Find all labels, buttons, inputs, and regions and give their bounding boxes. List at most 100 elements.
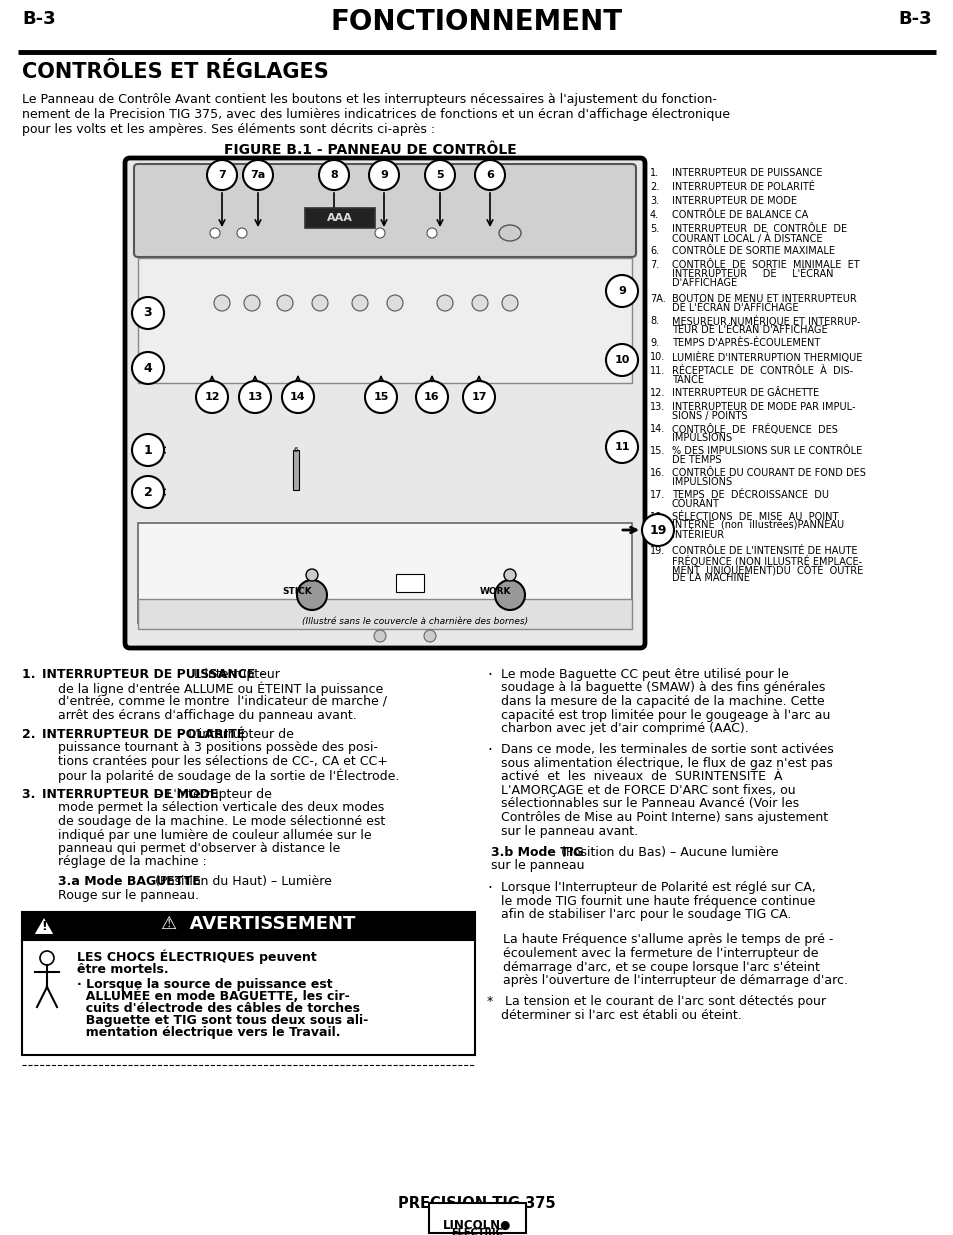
Text: indiqué par une lumière de couleur allumée sur le: indiqué par une lumière de couleur allum… <box>58 829 372 841</box>
Text: FONCTIONNEMENT: FONCTIONNEMENT <box>331 7 622 36</box>
Text: panneau qui permet d'observer à distance le: panneau qui permet d'observer à distance… <box>58 842 340 855</box>
Circle shape <box>605 275 638 308</box>
Text: 3.b Mode TIG: 3.b Mode TIG <box>491 846 583 860</box>
Text: 19: 19 <box>649 524 666 536</box>
Circle shape <box>195 382 228 412</box>
Text: INTÉRIEUR: INTÉRIEUR <box>671 530 723 540</box>
Circle shape <box>352 295 368 311</box>
Text: Le mode Baguette CC peut être utilisé pour le: Le mode Baguette CC peut être utilisé po… <box>500 668 788 680</box>
Text: puissance tournant à 3 positions possède des posi-: puissance tournant à 3 positions possède… <box>58 741 377 755</box>
Text: ⚠  AVERTISSEMENT: ⚠ AVERTISSEMENT <box>161 915 355 932</box>
Text: Dans ce mode, les terminales de sortie sont activées: Dans ce mode, les terminales de sortie s… <box>500 743 833 757</box>
Text: COURANT: COURANT <box>671 499 720 509</box>
Text: CONTRÔLE DE BALANCE CA: CONTRÔLE DE BALANCE CA <box>671 210 807 220</box>
Circle shape <box>495 580 524 610</box>
Text: INTERNE  (non  illustrées)PANNEAU: INTERNE (non illustrées)PANNEAU <box>671 521 843 531</box>
Text: La haute Fréquence s'allume après le temps de pré -: La haute Fréquence s'allume après le tem… <box>502 934 833 946</box>
Text: 11.: 11. <box>649 366 664 375</box>
Polygon shape <box>33 916 55 935</box>
Bar <box>138 522 631 622</box>
FancyBboxPatch shape <box>133 164 636 257</box>
Circle shape <box>462 382 495 412</box>
Text: 5.: 5. <box>649 224 659 233</box>
Circle shape <box>244 295 260 311</box>
Text: 6.: 6. <box>649 246 659 256</box>
Text: INTERRUPTEUR DE GÂCHETTE: INTERRUPTEUR DE GÂCHETTE <box>671 388 819 398</box>
Text: 5: 5 <box>436 170 443 180</box>
Text: pour les volts et les ampères. Ses éléments sont décrits ci-après :: pour les volts et les ampères. Ses éléme… <box>22 124 435 136</box>
Text: 14.: 14. <box>649 424 664 433</box>
Circle shape <box>210 228 220 238</box>
Text: La tension et le courant de l'arc sont détectés pour: La tension et le courant de l'arc sont d… <box>500 995 825 1009</box>
Text: CONTRÔLE  DE  FRÉQUENCE  DES: CONTRÔLE DE FRÉQUENCE DES <box>671 424 837 435</box>
Text: 17: 17 <box>471 391 486 403</box>
Circle shape <box>501 295 517 311</box>
Text: 10.: 10. <box>649 352 664 362</box>
Text: INTERRUPTEUR  DE  CONTRÔLE  DE: INTERRUPTEUR DE CONTRÔLE DE <box>671 224 846 233</box>
Text: cuits d'électrode des câbles de torches: cuits d'électrode des câbles de torches <box>77 1002 359 1015</box>
Text: de la ligne d'entrée ALLUME ou ÉTEINT la puissance: de la ligne d'entrée ALLUME ou ÉTEINT la… <box>58 682 383 697</box>
Text: tions crantées pour les sélections de CC-, CA et CC+: tions crantées pour les sélections de CC… <box>58 755 388 768</box>
Text: PRECISION TIG 375: PRECISION TIG 375 <box>397 1195 556 1212</box>
Text: 9.: 9. <box>649 338 659 348</box>
Text: arrêt des écrans d'affichage du panneau avant.: arrêt des écrans d'affichage du panneau … <box>58 709 356 721</box>
Circle shape <box>296 580 327 610</box>
Text: 3.: 3. <box>22 788 40 802</box>
FancyBboxPatch shape <box>429 1203 525 1233</box>
Circle shape <box>374 630 386 642</box>
Text: 18.: 18. <box>649 513 664 522</box>
Circle shape <box>424 161 455 190</box>
Text: L'AMORÇAGE et de FORCE D'ARC sont fixes, ou: L'AMORÇAGE et de FORCE D'ARC sont fixes,… <box>500 784 795 797</box>
Text: 9: 9 <box>379 170 388 180</box>
Text: 7: 7 <box>218 170 226 180</box>
Text: 15.: 15. <box>649 446 664 456</box>
Text: 12.: 12. <box>649 388 664 398</box>
Text: TEMPS  DE  DÉCROISSANCE  DU: TEMPS DE DÉCROISSANCE DU <box>671 490 828 500</box>
Text: CONTRÔLE DE L'INTENSITÉ DE HAUTE: CONTRÔLE DE L'INTENSITÉ DE HAUTE <box>671 546 857 556</box>
Text: INTERRUPTEUR DE PUISSANCE: INTERRUPTEUR DE PUISSANCE <box>671 168 821 178</box>
Circle shape <box>318 161 349 190</box>
Text: DE TEMPS: DE TEMPS <box>671 454 720 466</box>
Circle shape <box>503 569 516 580</box>
Text: 2.: 2. <box>649 182 659 191</box>
Bar <box>22 911 475 940</box>
Text: % DES IMPULSIONS SUR LE CONTRÔLE: % DES IMPULSIONS SUR LE CONTRÔLE <box>671 446 862 456</box>
Text: Le Panneau de Contrôle Avant contient les boutons et les interrupteurs nécessair: Le Panneau de Contrôle Avant contient le… <box>22 93 716 106</box>
Text: 4.: 4. <box>649 210 659 220</box>
Text: IMPULSIONS: IMPULSIONS <box>671 433 731 443</box>
Text: 10: 10 <box>614 354 629 366</box>
Text: réglage de la machine :: réglage de la machine : <box>58 856 207 868</box>
Text: démarrage d'arc, et se coupe lorsque l'arc s'éteint: démarrage d'arc, et se coupe lorsque l'a… <box>502 961 819 973</box>
Text: COURANT LOCAL / À DISTANCE: COURANT LOCAL / À DISTANCE <box>671 233 821 245</box>
Circle shape <box>207 161 236 190</box>
Text: être mortels.: être mortels. <box>77 963 169 976</box>
Text: INTERRUPTEUR DE POLARITÉ: INTERRUPTEUR DE POLARITÉ <box>671 182 814 191</box>
Text: D'AFFICHAGE: D'AFFICHAGE <box>671 278 737 288</box>
Text: 3.a Mode BAGUETTE: 3.a Mode BAGUETTE <box>58 876 200 888</box>
Text: ELECTRIC: ELECTRIC <box>451 1228 502 1235</box>
Text: sélectionnables sur le Panneau Avancé (Voir les: sélectionnables sur le Panneau Avancé (V… <box>500 798 799 810</box>
Text: 1: 1 <box>144 443 152 457</box>
Text: WORK: WORK <box>479 588 511 597</box>
Text: sous alimentation électrique, le flux de gaz n'est pas: sous alimentation électrique, le flux de… <box>500 757 832 769</box>
Circle shape <box>132 475 164 508</box>
Bar <box>138 599 631 629</box>
Text: (Position du Haut) – Lumière: (Position du Haut) – Lumière <box>152 876 332 888</box>
Text: INTERRUPTEUR DE MODE PAR IMPUL-: INTERRUPTEUR DE MODE PAR IMPUL- <box>671 403 855 412</box>
Text: déterminer si l'arc est établi ou éteint.: déterminer si l'arc est établi ou éteint… <box>500 1009 741 1023</box>
Text: 6: 6 <box>485 170 494 180</box>
Text: IMPULSIONS: IMPULSIONS <box>671 477 731 487</box>
Text: 4: 4 <box>144 362 152 374</box>
Text: INTERRUPTEUR     DE     L'ÉCRAN: INTERRUPTEUR DE L'ÉCRAN <box>671 269 833 279</box>
Text: 1.: 1. <box>649 168 659 178</box>
Text: 7A.: 7A. <box>649 294 665 304</box>
Text: 2.: 2. <box>22 727 40 741</box>
Text: nement de la Precision TIG 375, avec des lumières indicatrices de fonctions et u: nement de la Precision TIG 375, avec des… <box>22 107 729 121</box>
Circle shape <box>369 161 398 190</box>
Text: sur le panneau: sur le panneau <box>491 860 584 872</box>
Text: SÉLECTIONS  DE  MISE  AU  POINT: SÉLECTIONS DE MISE AU POINT <box>671 513 838 522</box>
Text: Contrôles de Mise au Point Interne) sans ajustement: Contrôles de Mise au Point Interne) sans… <box>500 811 827 824</box>
Bar <box>305 207 375 228</box>
Text: RÉCEPTACLE  DE  CONTRÔLE  À  DIS-: RÉCEPTACLE DE CONTRÔLE À DIS- <box>671 366 852 375</box>
Text: Rouge sur le panneau.: Rouge sur le panneau. <box>58 888 199 902</box>
